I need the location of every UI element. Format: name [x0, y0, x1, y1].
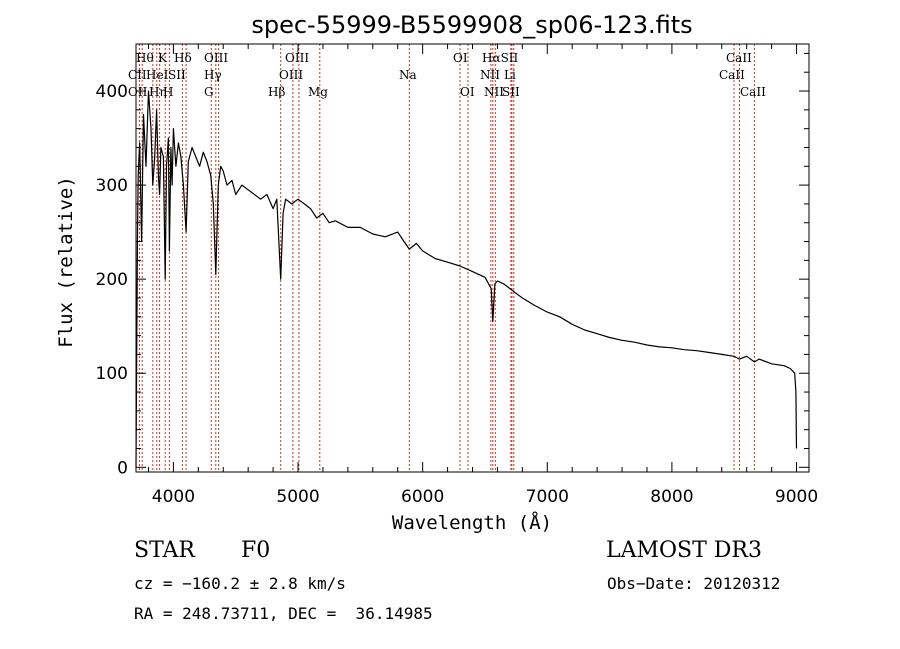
- spectral-line-labels: Hθ K Hδ OIII OIII OI HαSII CaII CII HeI …: [128, 51, 766, 99]
- line-label-na: Na: [399, 68, 417, 82]
- survey-name: LAMOST DR3: [606, 538, 762, 563]
- line-label-mg: Mg: [308, 85, 328, 99]
- line-label-g: G: [204, 85, 214, 99]
- x-tick-label-9000: 9000: [775, 487, 818, 507]
- axis-ticks: 4000 5000 6000 7000 8000 9000 0 100 200 300 400: [96, 44, 818, 507]
- line-label-hei: HeI: [146, 68, 169, 82]
- line-label-oi-6300: OI: [453, 51, 468, 65]
- y-tick-label-300: 300: [96, 176, 128, 196]
- line-label-h-theta: Hθ: [136, 51, 154, 65]
- plot-frame: [135, 43, 810, 473]
- x-tick-label-4000: 4000: [152, 487, 195, 507]
- line-label-sii-4072: SII: [168, 68, 186, 82]
- chart-title: spec-55999-B5599908_sp06-123.fits: [251, 11, 692, 39]
- y-tick-label-400: 400: [96, 82, 128, 102]
- x-tick-label-5000: 5000: [276, 487, 319, 507]
- line-label-nii-6548: NII: [480, 68, 500, 82]
- line-label-cii: CII: [128, 68, 147, 82]
- line-label-h-gamma: Hγ: [204, 68, 222, 82]
- y-tick-label-0: 0: [117, 458, 128, 478]
- line-label-caii-8498: CaII: [719, 68, 745, 82]
- line-label-h-alpha-sii: HαSII: [482, 51, 519, 65]
- line-label-oiii-4363: OIII: [204, 51, 228, 65]
- line-label-caii-8662: CaII: [740, 85, 766, 99]
- line-label-caii-8542: CaII: [726, 51, 752, 65]
- spectrum-series-line: [135, 90, 798, 468]
- line-label-h-delta: Hδ: [174, 51, 192, 65]
- line-label-h: H: [163, 85, 173, 99]
- x-axis-label: Wavelength (Å): [392, 511, 552, 534]
- line-label-oi-6364: OI: [460, 85, 475, 99]
- line-label-li: Li: [504, 68, 516, 82]
- line-label-oiii-4959: OIII: [285, 51, 309, 65]
- line-label-oii: OII: [128, 85, 148, 99]
- line-label-h-eta: Hη: [149, 85, 167, 99]
- x-tick-label-8000: 8000: [650, 487, 693, 507]
- y-tick-label-200: 200: [96, 270, 128, 290]
- line-label-h-beta: Hβ: [268, 85, 285, 99]
- observation-date: Obs−Date: 20120312: [607, 574, 781, 593]
- spectral-lines: [138, 44, 755, 472]
- object-subclass: F0: [241, 538, 271, 563]
- line-label-oiii-5007: OIII: [279, 68, 303, 82]
- y-tick-label-100: 100: [96, 364, 128, 384]
- x-tick-label-7000: 7000: [526, 487, 569, 507]
- line-label-sii-6731: SII: [502, 85, 520, 99]
- line-label-k: K: [158, 51, 168, 65]
- object-class: STAR: [134, 538, 195, 563]
- sky-coordinates: RA = 248.73711, DEC = 36.14985: [134, 604, 433, 623]
- x-tick-label-6000: 6000: [401, 487, 444, 507]
- redshift-cz: cz = −160.2 ± 2.8 km/s: [134, 574, 346, 593]
- line-label-nii-6583: NII: [484, 85, 504, 99]
- y-axis-label: Flux (relative): [55, 176, 77, 348]
